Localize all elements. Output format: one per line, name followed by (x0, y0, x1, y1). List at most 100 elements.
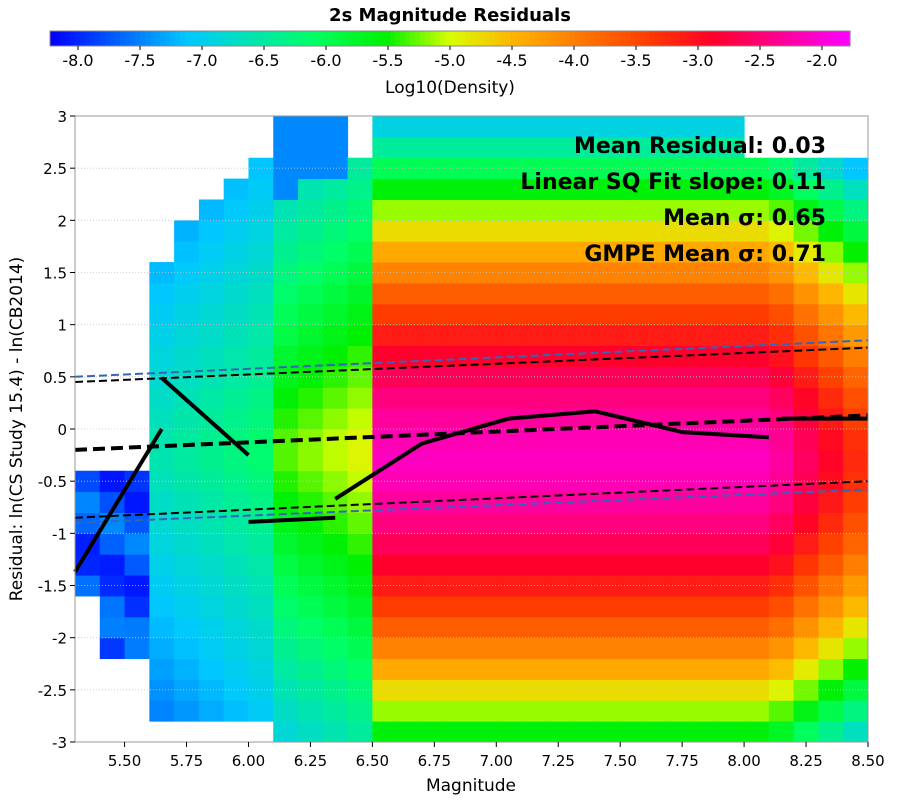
heatmap-cell (273, 282, 299, 305)
heatmap-cell (818, 554, 844, 576)
heatmap-cell (223, 595, 249, 618)
heatmap-cell (421, 282, 448, 305)
heatmap-cell (421, 199, 448, 221)
heatmap-cell (694, 595, 720, 618)
colorbar-segment (720, 31, 726, 46)
heatmap-cell (521, 178, 547, 200)
heatmap-cell (595, 637, 621, 660)
colorbar-segment (655, 31, 661, 46)
heatmap-cell (397, 408, 423, 430)
heatmap-cell (669, 178, 696, 200)
colorbar-segment (410, 31, 416, 46)
heatmap-cell (174, 408, 200, 430)
colorbar-segment (230, 31, 236, 46)
heatmap-cell (768, 220, 795, 242)
mean-residual-segment (334, 441, 423, 501)
chart-title: 2s Magnitude Residuals (329, 5, 571, 26)
heatmap-cell (273, 700, 299, 722)
heatmap-cell (347, 533, 373, 555)
heatmap-cell (644, 554, 671, 576)
heatmap-cell (174, 345, 200, 367)
heatmap-cell (620, 345, 646, 367)
heatmap-cell (174, 241, 200, 263)
colorbar-segment (640, 31, 646, 46)
heatmap-cell (372, 512, 398, 534)
x-tick-label: 6.25 (294, 752, 327, 770)
colorbar-segment (515, 31, 521, 46)
heatmap-cell (595, 679, 621, 701)
stats-annotation: GMPE Mean σ: 0.71 (584, 242, 826, 267)
colorbar-segment (395, 31, 401, 46)
y-tick-label: -1 (52, 525, 67, 543)
colorbar-segment (110, 31, 116, 46)
colorbar-tick-label: -2.5 (744, 51, 775, 70)
heatmap-cell (521, 595, 547, 618)
heatmap-cell (768, 324, 795, 347)
heatmap-cell (421, 157, 448, 180)
colorbar-segment (750, 31, 756, 46)
heatmap-cell (298, 512, 324, 534)
heatmap-cell (372, 116, 398, 138)
heatmap-cell (570, 324, 596, 347)
colorbar-segment (130, 31, 136, 46)
colorbar-segment (715, 31, 721, 46)
heatmap-cell (198, 637, 225, 660)
colorbar-segment (455, 31, 461, 46)
heatmap-cell (768, 491, 795, 513)
colorbar-tick-label: -7.0 (186, 51, 217, 70)
colorbar-segment (430, 31, 436, 46)
heatmap-cell (644, 512, 671, 534)
heatmap-cell (421, 658, 448, 680)
heatmap-cell (496, 616, 522, 639)
heatmap-cell (644, 303, 671, 326)
heatmap-cell (793, 595, 819, 618)
colorbar-segment (280, 31, 286, 46)
heatmap-cell (496, 637, 522, 660)
heatmap-cell (298, 575, 324, 597)
heatmap-cell (298, 491, 324, 513)
heatmap-cell (793, 470, 819, 493)
heatmap-cell (843, 554, 869, 576)
heatmap-cell (644, 491, 671, 513)
heatmap-cell (545, 345, 572, 367)
heatmap-cell (620, 429, 646, 451)
heatmap-cell (818, 241, 844, 263)
heatmap-cell (719, 282, 745, 305)
x-tick-label: 8.00 (727, 752, 760, 770)
heatmap-cell (322, 241, 349, 263)
heatmap-cell (446, 116, 472, 138)
heatmap-cell (372, 700, 398, 722)
heatmap-cell (421, 387, 448, 409)
heatmap-cell (744, 595, 770, 618)
heatmap-cell (471, 220, 497, 242)
heatmap-cell (595, 616, 621, 639)
heatmap-cell (298, 658, 324, 680)
heatmap-cell (298, 408, 324, 430)
heatmap-cell (446, 282, 472, 305)
heatmap-cell (793, 721, 819, 743)
heatmap-cell (818, 178, 844, 200)
colorbar-tick-label: -4.0 (558, 51, 589, 70)
colorbar-segment (755, 31, 761, 46)
heatmap-cell (421, 303, 448, 326)
heatmap-cell (248, 220, 274, 242)
heatmap-cell (793, 616, 819, 639)
heatmap-cell (768, 241, 795, 263)
heatmap-cell (669, 554, 696, 576)
x-tick-label: 7.25 (542, 752, 575, 770)
heatmap-cell (149, 658, 175, 680)
colorbar-segment (120, 31, 126, 46)
heatmap-cell (744, 345, 770, 367)
colorbar-segment (340, 31, 346, 46)
heatmap-cell (149, 470, 175, 493)
heatmap-cell (595, 199, 621, 221)
colorbar-segment (810, 31, 816, 46)
heatmap-cell (843, 282, 869, 305)
heatmap-cell (471, 303, 497, 326)
heatmap-cell (223, 512, 249, 534)
heatmap-cell (198, 387, 225, 409)
colorbar-segment (540, 31, 546, 46)
heatmap-cell (793, 429, 819, 451)
heatmap-cell (446, 345, 472, 367)
heatmap-cell (818, 220, 844, 242)
